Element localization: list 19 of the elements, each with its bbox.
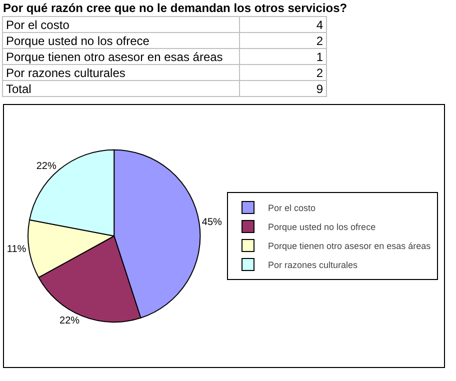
data-label: 45% — [202, 216, 222, 228]
legend-label: Por razones culturales — [268, 260, 358, 270]
legend-label: Por el costo — [268, 203, 316, 214]
text: Por razones culturales — [2, 64, 240, 80]
text: Total — [2, 80, 240, 96]
text: Porque tienen otro asesor en esas áreas — [2, 48, 240, 64]
text: 2 — [240, 32, 326, 48]
text: Porque usted no los ofrece — [2, 32, 240, 48]
text: Por qué razón cree que no le demandan los otros servicios? — [2, 0, 348, 16]
legend-label: Porque tienen otro asesor en esas áreas — [268, 241, 432, 252]
legend-label: Porque usted no los ofrece — [268, 222, 376, 232]
text: 2 — [240, 64, 326, 80]
data-label: 11% — [6, 244, 26, 256]
data-label: 22% — [36, 160, 56, 172]
text: 9 — [240, 80, 326, 96]
text: Por el costo — [2, 16, 240, 32]
text: 4 — [240, 16, 326, 32]
text: 1 — [240, 48, 326, 64]
data-label: 22% — [60, 315, 80, 326]
